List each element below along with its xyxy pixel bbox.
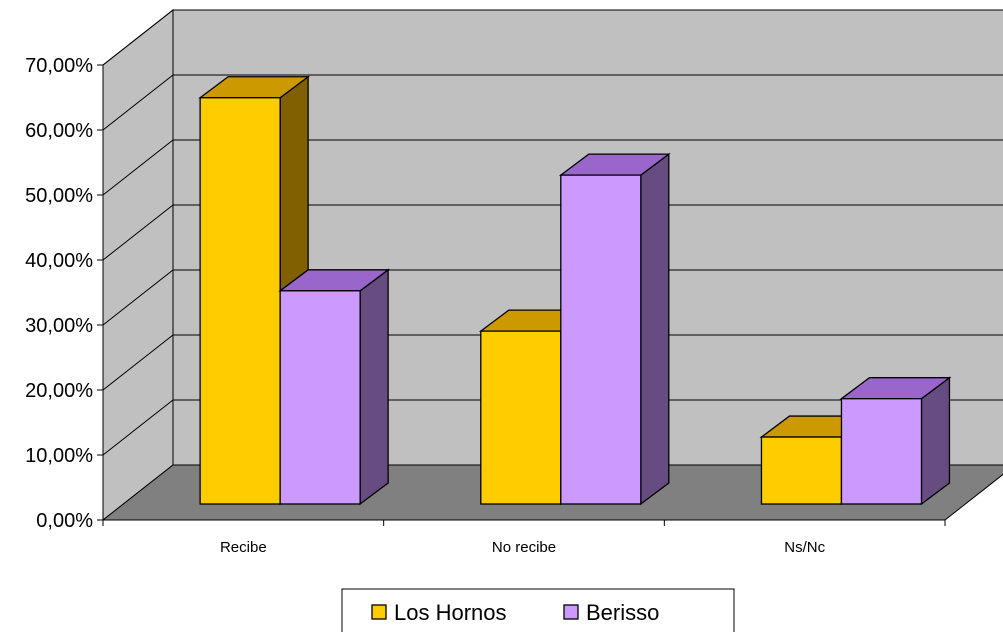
bar-side bbox=[920, 376, 951, 506]
bar-side bbox=[359, 268, 389, 506]
y-tick-label: 60,00% bbox=[25, 120, 93, 142]
legend-label: Berisso bbox=[586, 600, 659, 625]
x-tick-label: Recibe bbox=[220, 539, 267, 556]
legend-label: Los Hornos bbox=[394, 600, 507, 625]
legend-box bbox=[341, 588, 735, 632]
x-axis: Recibe No recibe Ns/Nc bbox=[102, 519, 946, 556]
bar-berisso-1 bbox=[558, 152, 671, 506]
legend-swatch bbox=[563, 604, 579, 620]
gridlines bbox=[102, 9, 1003, 456]
y-axis: 0,00% 10,00% 20,00% 30,00% 40,00% 50,00% 60,00… bbox=[25, 55, 104, 532]
y-tick-label: 10,00% bbox=[25, 445, 93, 467]
gridline bbox=[102, 399, 1003, 456]
bar-front bbox=[199, 97, 281, 505]
y-tick-label: 50,00% bbox=[25, 185, 93, 207]
bar-berisso-2 bbox=[839, 376, 952, 506]
bar-front bbox=[760, 436, 843, 505]
x-tick-label: Ns/Nc bbox=[784, 539, 825, 556]
gridline bbox=[102, 74, 1003, 131]
gridline bbox=[102, 139, 1003, 196]
x-tick-label: No recibe bbox=[492, 539, 556, 556]
gridline bbox=[102, 9, 1003, 66]
legend: Los Hornos Berisso bbox=[341, 588, 735, 632]
legend-swatch bbox=[371, 604, 387, 620]
bar-side bbox=[640, 152, 670, 506]
bars bbox=[198, 75, 952, 506]
bar-berisso-0 bbox=[278, 268, 391, 506]
bar-front bbox=[480, 330, 562, 505]
gridline bbox=[102, 204, 1003, 261]
gridline bbox=[102, 334, 1003, 391]
y-tick-label: 0,00% bbox=[36, 510, 93, 532]
bar-front bbox=[840, 398, 923, 505]
bar-front bbox=[560, 174, 642, 505]
gridline bbox=[102, 269, 1003, 326]
side-wall bbox=[102, 8, 174, 522]
y-tick-label: 20,00% bbox=[25, 380, 93, 402]
y-tick-label: 30,00% bbox=[25, 315, 93, 337]
bar-front bbox=[279, 290, 361, 505]
y-tick-label: 70,00% bbox=[25, 55, 93, 77]
y-tick-label: 40,00% bbox=[25, 250, 93, 272]
